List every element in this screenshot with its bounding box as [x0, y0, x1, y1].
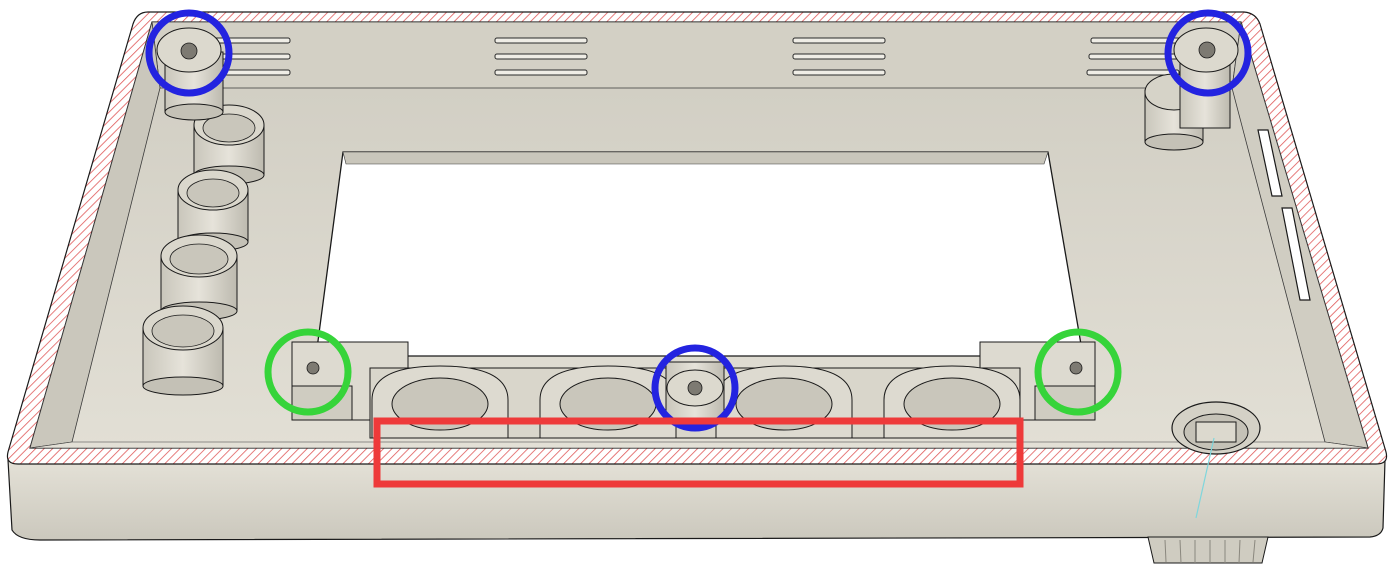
screw-hole	[180, 42, 198, 60]
red-highlight-rectangle	[373, 417, 1024, 488]
center-screw-post	[665, 361, 725, 425]
cylinder-boss	[142, 305, 224, 396]
screw-hole	[1198, 41, 1216, 59]
screw-hole	[306, 361, 320, 375]
green-highlight-circle	[1034, 328, 1122, 416]
rotary-encoder-mount	[1171, 401, 1261, 519]
display-window-cutout	[315, 151, 1084, 357]
front-outer-wall	[7, 459, 1386, 541]
window-inner-lip	[342, 151, 1049, 165]
blue-highlight-circle	[145, 9, 233, 97]
button-cradle	[883, 365, 1021, 439]
knob-ribs	[1164, 539, 1256, 564]
corner-screw-post-top-left	[156, 27, 224, 121]
annotation-overlays	[145, 9, 1252, 488]
green-highlight-circle	[264, 328, 352, 416]
knob-base	[1147, 536, 1269, 564]
right-wall-cutouts	[1257, 129, 1311, 301]
left-cylinder-bosses	[142, 104, 265, 396]
blue-highlight-circle	[1164, 9, 1252, 97]
inner-back-wall	[151, 21, 1242, 89]
screw-hole	[687, 380, 703, 396]
cylinder-boss	[193, 104, 265, 185]
blue-highlight-circle	[651, 344, 739, 432]
button-cradle	[371, 365, 509, 439]
screw-hole	[1069, 361, 1083, 375]
floor-front-edge	[29, 441, 1369, 449]
